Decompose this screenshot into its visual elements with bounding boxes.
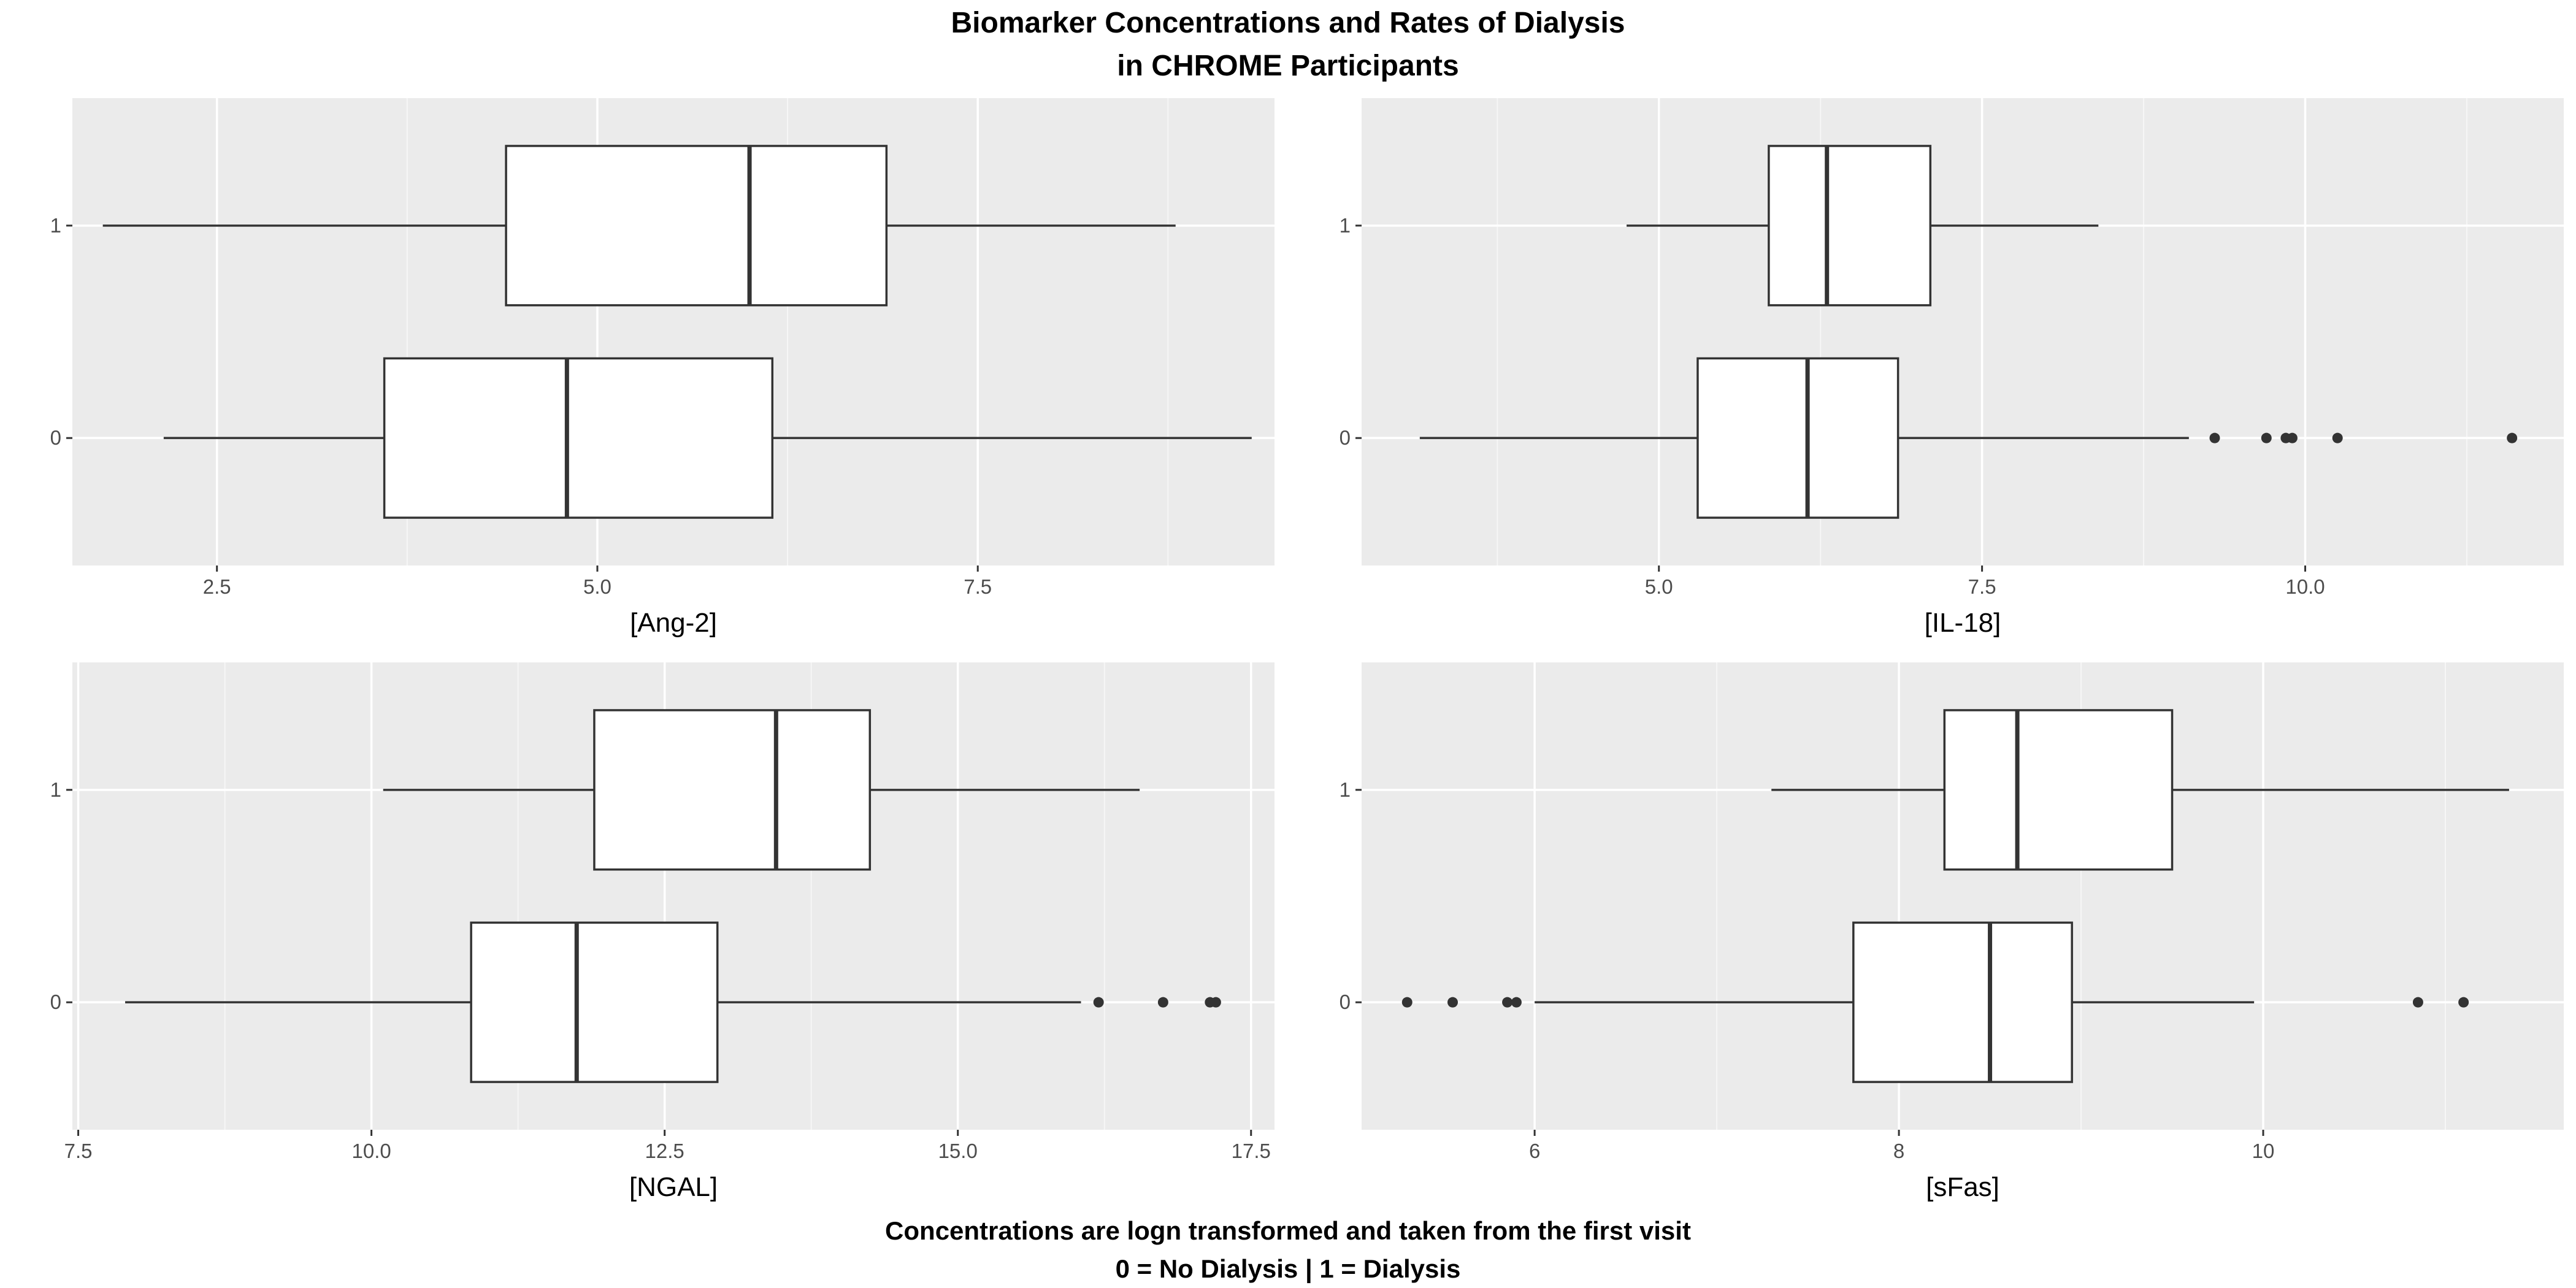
boxplot-group-0 — [125, 921, 1221, 1083]
caption-line-2: 0 = No Dialysis | 1 = Dialysis — [1115, 1254, 1461, 1283]
facet-panel: 0 1 6 8 10 [sFas] — [1340, 662, 2564, 1202]
x-tick-label: 12.5 — [645, 1140, 684, 1162]
y-tick-label: 1 — [50, 778, 61, 801]
x-tick-label: 15.0 — [938, 1140, 978, 1162]
x-tick-label: 7.5 — [1968, 575, 1996, 598]
iqr-box — [1768, 145, 1932, 307]
outlier-point — [1093, 997, 1104, 1008]
chart-title-line-2: in CHROME Participants — [1117, 50, 1459, 82]
outlier-point — [1157, 997, 1168, 1008]
outlier-point — [1401, 997, 1413, 1008]
x-tick-label: 10.0 — [2285, 575, 2325, 598]
boxplot-group-0 — [1419, 357, 2518, 519]
chart-title-line-1: Biomarker Concentrations and Rates of Di… — [951, 7, 1625, 39]
outlier-point — [2332, 432, 2343, 443]
x-tick-label: 10.0 — [351, 1140, 391, 1162]
iqr-box — [470, 921, 719, 1083]
outlier-point — [2287, 432, 2298, 443]
iqr-box — [505, 145, 888, 307]
x-tick-label: 7.5 — [964, 575, 992, 598]
boxplot-group-0 — [1401, 921, 2469, 1083]
outlier-point — [1210, 997, 1221, 1008]
boxplot-group-1 — [102, 145, 1176, 307]
y-tick-label: 0 — [50, 991, 61, 1013]
x-tick-label: 5.0 — [583, 575, 611, 598]
x-tick-label: 17.5 — [1232, 1140, 1271, 1162]
outlier-point — [2412, 997, 2423, 1008]
outlier-point — [1447, 997, 1458, 1008]
outlier-point — [1502, 997, 1513, 1008]
outlier-point — [2507, 432, 2518, 443]
boxplot-group-1 — [1627, 145, 2099, 307]
x-tick-label: 6 — [1529, 1140, 1540, 1162]
boxplot-group-1 — [1771, 709, 2509, 871]
y-tick-label: 1 — [50, 214, 61, 237]
x-axis-title: [Ang-2] — [630, 608, 717, 638]
x-axis-title: [IL-18] — [1925, 608, 2001, 638]
y-tick-label: 0 — [50, 426, 61, 449]
outlier-point — [2261, 432, 2272, 443]
x-tick-label: 5.0 — [1645, 575, 1673, 598]
y-tick-label: 1 — [1340, 778, 1351, 801]
facet-panel: 017.5 10.0 12.5 15.0 17.5[NGAL] — [50, 662, 1275, 1202]
panel-background — [1362, 98, 2564, 565]
x-axis-title: [sFas] — [1926, 1172, 1999, 1202]
iqr-box — [1696, 357, 1899, 519]
x-tick-label: 10 — [2252, 1140, 2275, 1162]
x-tick-label: 8 — [1893, 1140, 1904, 1162]
x-axis-title: [NGAL] — [629, 1172, 718, 1202]
outlier-point — [1511, 997, 1522, 1008]
iqr-box — [1852, 921, 2073, 1083]
facet-panel: 0 1 5.0 7.5 10.0 [IL-18] — [1340, 98, 2564, 638]
boxplot-group-1 — [383, 709, 1140, 871]
y-tick-label: 1 — [1340, 214, 1351, 237]
y-tick-label: 0 — [1340, 991, 1351, 1013]
iqr-box — [383, 357, 774, 519]
outlier-point — [2209, 432, 2220, 443]
iqr-box — [1943, 709, 2174, 871]
y-tick-label: 0 — [1340, 426, 1351, 449]
outlier-point — [2458, 997, 2469, 1008]
boxplot-group-0 — [163, 357, 1252, 519]
x-tick-label: 2.5 — [203, 575, 231, 598]
caption-line-1: Concentrations are logn transformed and … — [885, 1216, 1691, 1245]
facet-panel: 0 1 2.5 5.0 7.5 [Ang-2] — [50, 98, 1275, 638]
x-tick-label: 7.5 — [64, 1140, 93, 1162]
iqr-box — [593, 709, 872, 871]
